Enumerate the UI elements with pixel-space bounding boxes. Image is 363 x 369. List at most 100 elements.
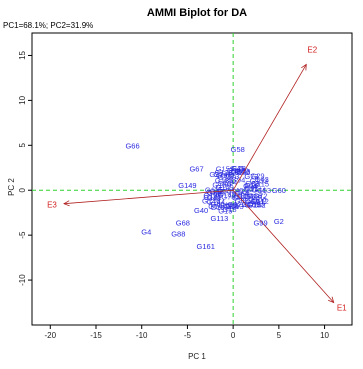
genotype-cluster-glyph: G105 xyxy=(203,191,221,200)
genotype-label-g40: G40 xyxy=(194,206,208,215)
genotype-label-g73: G73 xyxy=(244,172,258,181)
genotype-cluster-glyph: G60 xyxy=(211,200,225,209)
y-axis-label: PC 2 xyxy=(7,178,16,196)
y-tick-label: -10 xyxy=(18,274,27,286)
genotype-cluster-glyph: G73 xyxy=(225,172,239,181)
genotype-cluster-glyph: G66 xyxy=(235,196,249,205)
genotype-label-g99: G99 xyxy=(253,219,267,228)
genotype-cluster-glyph: G94 xyxy=(231,175,245,184)
genotype-cluster-glyph: G49 xyxy=(207,194,221,203)
genotype-cluster-glyph: G109 xyxy=(215,183,233,192)
genotype-cluster-glyph: G27 xyxy=(209,170,223,179)
environment-arrowhead-e2 xyxy=(301,63,307,71)
genotype-cluster-glyph: G43 xyxy=(255,175,269,184)
genotype-cluster-glyph: G123 xyxy=(215,168,233,177)
genotype-label-g66: G66 xyxy=(125,141,139,150)
chart-title: AMMI Biplot for DA xyxy=(147,7,247,19)
genotype-cluster-glyph: G62 xyxy=(229,168,243,177)
genotype-cluster-glyph: G124 xyxy=(231,187,249,196)
genotype-label-g4: G4 xyxy=(141,228,151,237)
genotype-cluster-glyph: G132 xyxy=(234,191,252,200)
genotype-cluster-glyph: G45 xyxy=(231,164,245,173)
genotype-cluster-glyph: G94 xyxy=(243,182,257,191)
environment-vectors xyxy=(63,63,335,304)
reference-lines xyxy=(32,33,352,325)
genotype-cluster-glyph: G15 xyxy=(218,206,232,215)
genotype-label-g2: G2 xyxy=(274,217,284,226)
x-tick-label: -10 xyxy=(136,331,148,340)
genotype-label-g58: G58 xyxy=(231,145,245,154)
y-tick-label: 15 xyxy=(18,50,27,59)
genotype-cluster-glyph: G14 xyxy=(224,202,238,211)
genotype-cluster-glyph: G105 xyxy=(242,200,260,209)
genotype-cluster-glyph: G74 xyxy=(231,167,245,176)
environment-labels: E1 E2 E3 xyxy=(47,45,347,312)
genotype-cluster-glyph: G51 xyxy=(250,197,264,206)
x-tick-label: 0 xyxy=(231,331,236,340)
x-tick-label: -15 xyxy=(90,331,102,340)
genotype-cluster-glyph: G148 xyxy=(213,170,231,179)
genotype-cluster-glyph: G86 xyxy=(207,188,221,197)
genotype-cluster-glyph: G89 xyxy=(235,167,249,176)
environment-vector-e1 xyxy=(232,189,335,303)
genotype-cluster-glyph: G135 xyxy=(215,176,233,185)
genotype-label-g88: G88 xyxy=(171,229,185,238)
genotype-cluster-glyph: G106 xyxy=(248,195,266,204)
genotype-cluster-glyph: G150 xyxy=(212,180,230,189)
genotype-cluster-glyph: G146 xyxy=(202,196,220,205)
genotype-cluster-glyph: G142 xyxy=(247,201,265,210)
genotype-cluster-glyph: G115 xyxy=(251,179,269,188)
genotype-cluster-glyph: G78 xyxy=(232,164,246,173)
genotype-cluster-glyph: G78 xyxy=(221,192,235,201)
genotype-cluster-glyph: G29 xyxy=(250,172,264,181)
genotype-cluster-glyph: G141 xyxy=(203,193,221,202)
y-tick-label: 0 xyxy=(18,187,27,192)
genotype-cluster-glyph: G125 xyxy=(205,186,223,195)
environment-label-e3: E3 xyxy=(47,201,57,210)
genotype-cluster-glyph: G142 xyxy=(227,166,245,175)
y-tick-label: 5 xyxy=(18,143,27,148)
genotype-cluster-glyph: G148 xyxy=(218,191,236,200)
genotype-label-g60: G60 xyxy=(272,186,286,195)
environment-label-e2: E2 xyxy=(307,45,317,54)
genotype-cluster-glyph: G70 xyxy=(217,179,231,188)
x-tick-label: -20 xyxy=(45,331,57,340)
genotype-label-g149: G149 xyxy=(178,181,196,190)
genotype-label-g67: G67 xyxy=(189,165,203,174)
environment-vector-e2 xyxy=(232,64,307,191)
genotype-cluster-glyph: G129 xyxy=(218,173,236,182)
x-tick-label: 10 xyxy=(320,331,329,340)
genotype-cluster-glyph: G54 xyxy=(223,178,237,187)
genotype-cluster-glyph: G72 xyxy=(253,192,267,201)
genotype-label-g161: G161 xyxy=(197,242,215,251)
genotype-cluster-glyph: G158 xyxy=(247,200,265,209)
genotype-cluster-glyph: G62 xyxy=(245,197,259,206)
genotype-cluster-glyph: G116 xyxy=(244,191,262,200)
genotype-cluster-glyph: G155 xyxy=(237,192,255,201)
genotype-cluster-glyph: G146 xyxy=(225,186,243,195)
genotype-cluster-glyph: G44 xyxy=(252,186,266,195)
genotype-cluster-glyph: G147 xyxy=(208,202,226,211)
chart-subtitle: PC1=68.1%; PC2=31.9% xyxy=(3,21,93,30)
environment-arrowhead-e1 xyxy=(328,296,335,304)
genotype-label-g68: G68 xyxy=(176,219,190,228)
x-tick-label: -5 xyxy=(184,331,192,340)
environment-label-e1: E1 xyxy=(337,304,347,313)
genotype-cluster-glyph: G13 xyxy=(210,203,224,212)
plot-frame xyxy=(31,32,353,326)
genotype-label-g16: G16 xyxy=(244,181,258,190)
genotype-cluster-glyph: G113 xyxy=(206,188,224,197)
genotype-cluster-glyph: G53 xyxy=(236,167,250,176)
environment-vector-e3 xyxy=(63,189,234,205)
x-tick-label: 5 xyxy=(277,331,282,340)
genotype-cluster-glyph: G64 xyxy=(235,189,249,198)
y-tick-label: 10 xyxy=(18,95,27,104)
genotype-label-g113: G113 xyxy=(211,214,229,223)
genotype-cluster-glyph: G18 xyxy=(222,205,236,214)
genotype-cluster-glyph: G102 xyxy=(216,171,234,180)
genotype-cluster-glyph: G148 xyxy=(219,201,237,210)
genotype-cluster-glyph: G113 xyxy=(226,202,244,211)
